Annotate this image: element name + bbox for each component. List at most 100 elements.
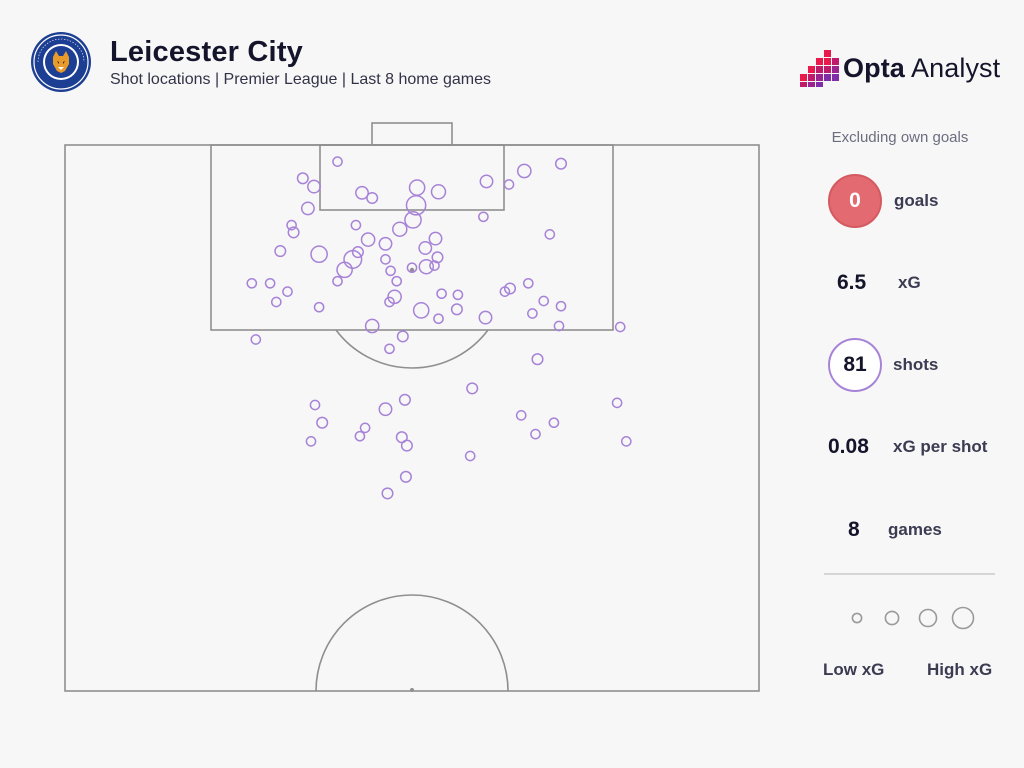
shot-marker	[418, 241, 433, 255]
penalty-spot	[409, 267, 415, 273]
shot-marker	[611, 397, 623, 409]
shot-marker	[503, 179, 515, 190]
shot-marker	[548, 417, 560, 429]
shot-marker	[478, 310, 493, 325]
shot-map-pitch	[64, 122, 760, 692]
centre-circle	[315, 594, 509, 692]
xg-per-shot-value: 0.08	[828, 435, 869, 458]
xg-value: 6.5	[837, 271, 867, 294]
shot-marker	[391, 275, 403, 287]
shot-marker	[412, 302, 430, 319]
shot-marker	[336, 261, 353, 279]
shot-marker	[452, 289, 464, 301]
shot-marker	[378, 236, 393, 251]
shot-marker	[332, 275, 343, 287]
six-yard-box	[319, 144, 505, 211]
shot-marker	[527, 308, 538, 319]
shot-marker	[430, 184, 447, 200]
xg-per-shot-label: xG per shot	[893, 437, 988, 456]
brand-name-bold: Opta	[843, 53, 905, 83]
legend-xg-circle	[851, 612, 863, 624]
opta-analyst-logo-icon	[800, 50, 839, 87]
shots-label: shots	[893, 355, 939, 374]
xg-size-legend	[851, 606, 975, 630]
shot-marker	[516, 163, 532, 179]
shot-marker	[364, 318, 380, 334]
shot-marker	[408, 179, 426, 196]
shot-marker	[332, 156, 343, 167]
brand-name: Opta Analyst	[843, 53, 1000, 84]
legend-xg-circle	[951, 606, 975, 630]
games-value: 8	[848, 518, 860, 541]
shot-marker	[479, 174, 494, 189]
shot-marker	[544, 229, 556, 240]
shot-marker	[464, 450, 476, 462]
shot-marker	[378, 402, 393, 417]
shot-marker	[554, 157, 568, 170]
shot-marker	[246, 277, 258, 289]
shot-marker	[250, 334, 262, 345]
page-subtitle: Shot locations | Premier League | Last 8…	[110, 71, 491, 88]
shot-marker	[296, 172, 309, 185]
shot-marker	[478, 211, 489, 223]
shot-marker	[428, 231, 443, 246]
shot-marker	[287, 226, 300, 239]
shot-marker	[406, 262, 418, 274]
shot-marker	[309, 399, 321, 411]
shot-marker	[614, 321, 626, 333]
shot-marker	[313, 301, 325, 313]
shot-marker	[381, 487, 394, 500]
shot-marker	[433, 313, 444, 325]
shot-marker	[392, 221, 408, 237]
goal	[371, 122, 453, 146]
shot-marker	[380, 254, 391, 265]
shots-badge: 81	[828, 338, 882, 392]
shot-marker	[270, 296, 282, 308]
shot-marker	[384, 343, 395, 355]
shot-marker	[264, 277, 276, 289]
shot-marker	[398, 393, 411, 406]
shot-marker	[620, 436, 632, 447]
shot-marker	[286, 219, 297, 231]
brand-name-regular: Analyst	[904, 53, 1001, 83]
shot-marker	[522, 277, 534, 289]
stats-note: Excluding own goals	[831, 129, 969, 146]
shot-marker	[360, 232, 376, 247]
shot-marker	[359, 422, 371, 434]
shot-marker	[274, 245, 287, 258]
shot-marker	[396, 330, 409, 343]
page-title: Leicester City	[110, 36, 303, 68]
shot-marker	[405, 194, 427, 216]
shot-marker	[282, 286, 293, 297]
shot-marker	[366, 191, 379, 205]
shot-marker	[310, 245, 328, 264]
legend-xg-circle	[884, 610, 900, 626]
shot-marker	[515, 410, 527, 421]
shot-markers	[246, 156, 632, 500]
shot-marker	[555, 300, 567, 312]
xg-label: xG	[898, 273, 921, 292]
games-label: games	[888, 520, 942, 539]
shot-marker	[307, 179, 321, 194]
shot-marker	[538, 295, 550, 307]
shot-marker	[316, 416, 329, 429]
centre-spot	[410, 688, 414, 692]
shot-marker	[531, 353, 544, 366]
shot-marker	[355, 185, 369, 200]
goals-badge: 0	[828, 174, 882, 228]
shot-marker	[399, 470, 412, 483]
club-crest-logo	[31, 32, 91, 92]
shot-marker	[553, 320, 565, 332]
legend-high-label: High xG	[927, 660, 993, 679]
shot-marker	[530, 428, 541, 440]
shot-marker	[351, 246, 364, 259]
shot-marker	[418, 258, 435, 275]
shot-marker	[503, 282, 517, 295]
shot-marker	[450, 303, 463, 316]
shot-marker	[400, 439, 413, 452]
shot-marker	[305, 436, 317, 447]
legend-low-label: Low xG	[823, 660, 885, 679]
shot-marker	[343, 249, 363, 269]
shot-marker	[384, 296, 395, 308]
shot-marker	[466, 382, 479, 395]
